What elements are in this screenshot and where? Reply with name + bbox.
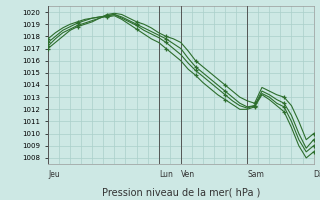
Text: Dim: Dim <box>314 170 320 179</box>
Text: Pression niveau de la mer( hPa ): Pression niveau de la mer( hPa ) <box>102 188 260 198</box>
Text: Ven: Ven <box>181 170 195 179</box>
Text: Jeu: Jeu <box>48 170 60 179</box>
Text: Sam: Sam <box>247 170 264 179</box>
Text: Lun: Lun <box>159 170 172 179</box>
